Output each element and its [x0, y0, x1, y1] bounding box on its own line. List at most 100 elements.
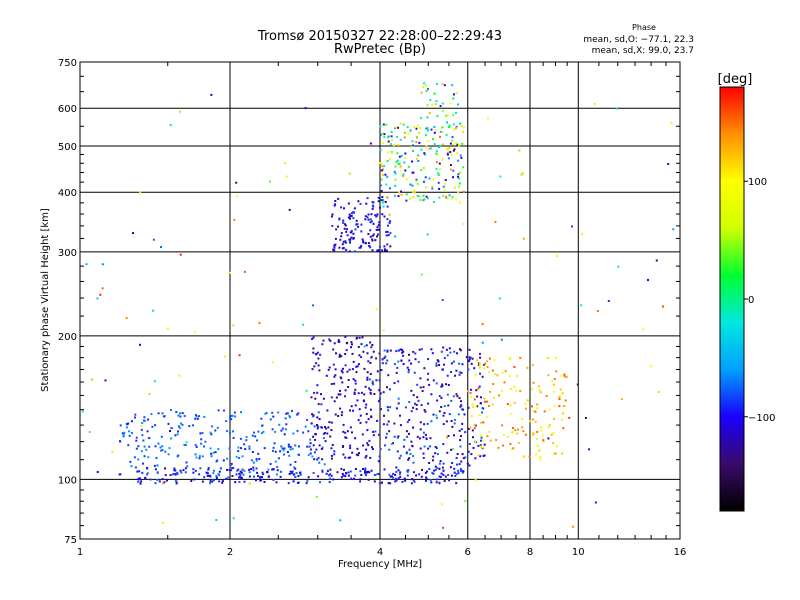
data-point: [269, 418, 272, 421]
data-point: [381, 358, 384, 361]
data-point: [442, 185, 445, 188]
data-point: [536, 430, 539, 433]
data-point: [455, 142, 458, 145]
data-point: [515, 389, 518, 392]
data-point: [229, 432, 231, 434]
data-point: [251, 434, 254, 437]
data-point: [417, 399, 420, 402]
data-point: [321, 469, 324, 472]
chart-title: Tromsø 20150327 22:28:00–22:29:43: [257, 29, 502, 44]
data-point: [161, 449, 164, 451]
data-point: [445, 133, 448, 136]
data-point: [474, 374, 477, 377]
data-point: [454, 198, 457, 201]
data-point: [318, 369, 321, 372]
data-point: [473, 398, 476, 401]
data-point: [289, 445, 292, 448]
data-point: [457, 472, 460, 475]
data-point: [404, 157, 407, 159]
data-point: [425, 476, 428, 479]
data-point: [344, 456, 347, 459]
data-point: [203, 445, 205, 448]
data-point: [510, 388, 513, 390]
data-point: [385, 436, 388, 439]
data-point: [455, 112, 457, 115]
data-point: [453, 93, 455, 96]
data-point: [458, 397, 461, 400]
data-point: [239, 470, 242, 473]
data-point: [349, 238, 352, 241]
data-point: [122, 435, 125, 438]
data-point: [311, 455, 314, 458]
data-point: [526, 366, 529, 369]
data-point: [154, 468, 157, 471]
data-point: [194, 453, 197, 456]
data-point: [474, 457, 477, 460]
data-point: [444, 179, 447, 182]
data-point: [423, 180, 425, 183]
data-point: [325, 427, 328, 430]
phase-stats-o: mean, sd,O: −77.1, 22.3: [583, 35, 694, 45]
data-point: [248, 482, 251, 485]
data-point: [371, 344, 374, 346]
data-point: [410, 389, 413, 392]
data-point: [438, 481, 441, 484]
data-point: [357, 363, 360, 366]
data-point: [369, 246, 372, 249]
data-point: [435, 466, 438, 469]
data-point: [412, 471, 415, 474]
data-point: [388, 430, 391, 433]
data-point: [287, 445, 290, 448]
data-point: [261, 471, 264, 474]
data-point: [335, 352, 337, 355]
data-point: [198, 415, 200, 418]
data-point: [398, 191, 400, 194]
data-point: [343, 207, 345, 210]
data-point: [458, 185, 461, 188]
data-point: [156, 478, 159, 481]
data-point: [383, 133, 386, 136]
data-point: [450, 371, 452, 373]
data-point: [348, 239, 351, 242]
data-point: [239, 474, 242, 477]
data-point: [446, 393, 449, 396]
data-point: [469, 388, 472, 391]
data-point: [240, 471, 243, 474]
data-point: [286, 451, 289, 453]
data-point: [88, 431, 91, 433]
data-point: [594, 501, 597, 504]
data-point: [161, 412, 164, 415]
data-point: [328, 421, 331, 424]
data-point: [383, 248, 386, 251]
data-point: [576, 383, 579, 386]
data-point: [503, 381, 506, 384]
data-point: [349, 241, 351, 244]
data-point: [436, 453, 439, 456]
data-point: [352, 360, 355, 363]
data-point: [345, 230, 348, 233]
data-point: [386, 243, 389, 246]
data-point: [414, 402, 416, 405]
data-point: [352, 232, 355, 235]
data-point: [538, 449, 541, 452]
data-point: [426, 104, 429, 107]
data-point: [378, 221, 381, 224]
data-point: [331, 444, 334, 446]
data-point: [434, 103, 437, 106]
data-point: [135, 447, 138, 450]
data-point: [353, 391, 356, 394]
data-point: [342, 445, 345, 447]
data-point: [128, 430, 130, 433]
data-point: [480, 445, 483, 448]
data-point: [386, 160, 389, 162]
data-point: [317, 426, 320, 429]
data-point: [175, 482, 178, 485]
data-point: [497, 446, 500, 449]
data-point: [225, 477, 228, 480]
data-point: [457, 413, 460, 416]
data-point: [453, 434, 455, 437]
data-point: [387, 151, 390, 154]
data-point: [354, 228, 357, 231]
data-point: [429, 437, 432, 440]
data-point: [356, 447, 359, 450]
